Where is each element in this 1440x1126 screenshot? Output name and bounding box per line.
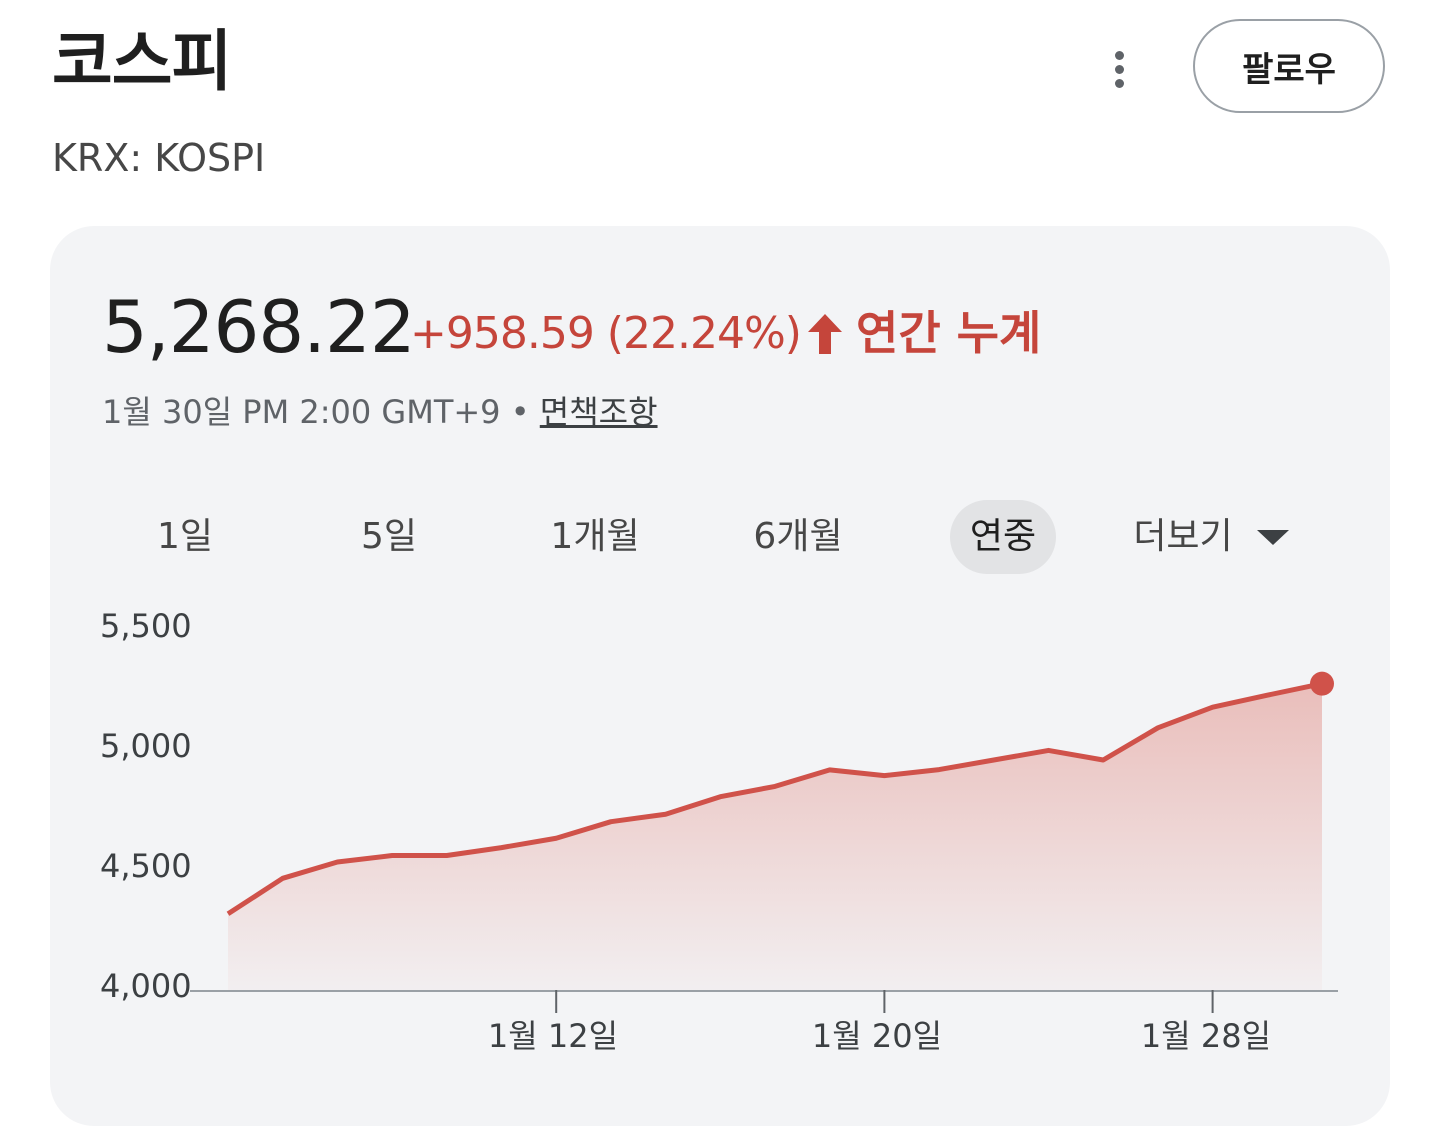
x-tick-label: 1월 28일 [1140,1017,1272,1055]
dropdown-caret-icon [1256,529,1289,545]
x-tick-label: 1월 20일 [811,1017,943,1055]
page-title: 코스피 [52,23,232,100]
timestamp-text: 1월 30일 PM 2:00 GMT+9 • [102,393,540,431]
series-line [226,681,1323,916]
last-point-marker [1310,671,1334,696]
chart-area-fill [228,683,1322,991]
price-change: +958.59 (22.24%) [410,308,802,359]
dot [1114,50,1124,60]
period-label: 연간 누계 [856,306,1042,360]
tab-1d[interactable]: 1일 [140,500,230,574]
quote-timestamp: 1월 30일 PM 2:00 GMT+9 • 면책조항 [102,390,658,434]
tab-more[interactable]: 더보기 [1126,500,1296,574]
current-price: 5,268.22 [102,285,416,369]
tab-1m[interactable]: 1개월 [536,500,654,574]
tab-label: 6개월 [753,516,843,557]
y-tick-label: 4,500 [100,847,192,885]
price-chart[interactable] [0,0,1440,1091]
tab-6m[interactable]: 6개월 [738,500,858,574]
tab-label: 1개월 [550,516,640,557]
tab-5d[interactable]: 5일 [340,500,438,574]
tab-label: 1일 [156,516,214,557]
y-tick-label: 5,000 [100,727,192,765]
dot [1114,78,1124,88]
more-options-icon[interactable] [1094,44,1144,94]
y-tick-label: 5,500 [100,607,192,645]
tab-ytd[interactable]: 연중 [950,500,1056,574]
dot [1114,64,1124,74]
tab-label: 5일 [360,516,418,557]
disclaimer-link[interactable]: 면책조항 [539,393,658,431]
tab-label: 연중 [969,516,1037,557]
x-tick-label: 1월 12일 [487,1017,619,1055]
arrow-up-icon [808,314,842,354]
ticker-symbol: KRX: KOSPI [52,136,266,180]
follow-button[interactable]: 팔로우 [1193,19,1385,113]
y-tick-label: 4,000 [100,967,192,1005]
tab-label: 더보기 [1133,516,1233,557]
